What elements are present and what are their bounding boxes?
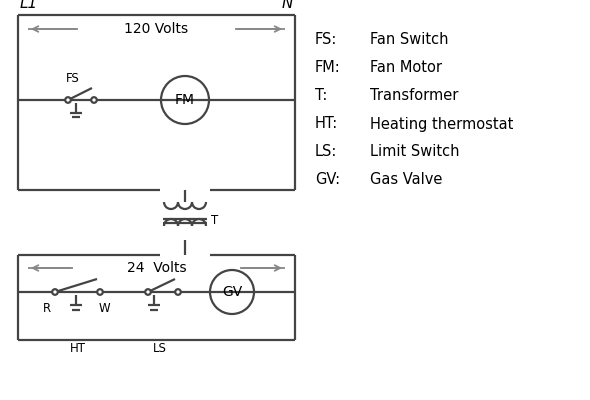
Circle shape	[65, 97, 71, 103]
Text: Limit Switch: Limit Switch	[370, 144, 460, 160]
Text: Transformer: Transformer	[370, 88, 458, 104]
Text: LS:: LS:	[315, 144, 337, 160]
Text: 120 Volts: 120 Volts	[124, 22, 189, 36]
Circle shape	[175, 289, 181, 295]
Text: T:: T:	[315, 88, 327, 104]
Text: R: R	[43, 302, 51, 314]
Text: Gas Valve: Gas Valve	[370, 172, 442, 188]
Text: FM:: FM:	[315, 60, 341, 76]
Circle shape	[52, 289, 58, 295]
Circle shape	[161, 76, 209, 124]
Text: GV: GV	[222, 285, 242, 299]
Text: N: N	[281, 0, 293, 10]
Circle shape	[97, 289, 103, 295]
Circle shape	[145, 289, 151, 295]
Text: FS: FS	[66, 72, 80, 84]
Text: HT: HT	[70, 342, 86, 354]
Text: W: W	[98, 302, 110, 314]
Text: HT:: HT:	[315, 116, 338, 132]
Text: Heating thermostat: Heating thermostat	[370, 116, 513, 132]
Text: FS:: FS:	[315, 32, 337, 48]
Text: L1: L1	[20, 0, 38, 10]
Circle shape	[210, 270, 254, 314]
Text: FM: FM	[175, 93, 195, 107]
Circle shape	[91, 97, 97, 103]
Text: Fan Motor: Fan Motor	[370, 60, 442, 76]
Text: LS: LS	[153, 342, 167, 354]
Text: Fan Switch: Fan Switch	[370, 32, 448, 48]
Text: T: T	[211, 214, 218, 228]
Text: GV:: GV:	[315, 172, 340, 188]
Text: 24  Volts: 24 Volts	[127, 261, 186, 275]
